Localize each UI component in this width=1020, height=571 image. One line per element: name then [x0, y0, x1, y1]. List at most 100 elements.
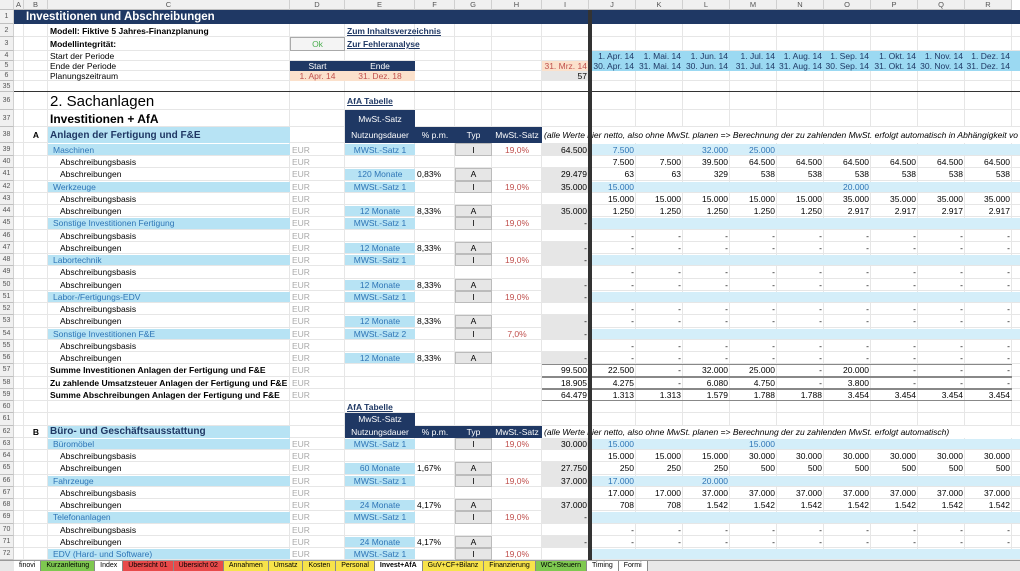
link[interactable]: Zur Fehleranalyse — [347, 39, 420, 49]
asset-name: Sonstige Investitionen Fertigung — [48, 218, 290, 229]
cell: 19,0% — [504, 218, 530, 229]
cell[interactable]: MWSt.-Satz 1 — [345, 475, 415, 486]
cell: EUR — [292, 279, 310, 290]
cell[interactable]: 12 Monate — [345, 206, 415, 217]
gridline — [14, 326, 1020, 328]
link[interactable]: Zum Inhaltsverzeichnis — [347, 25, 441, 36]
cell: 35.000 — [984, 193, 1010, 204]
input-band — [589, 549, 1020, 560]
cell: I — [455, 217, 492, 230]
sheet-tab[interactable]: WC+Steuern — [535, 561, 588, 571]
row-number: 2 — [0, 24, 14, 37]
cell: EUR — [292, 169, 310, 180]
cell: 19,0% — [504, 512, 530, 523]
cell: Abschreibungen — [60, 169, 122, 180]
cell[interactable]: 12 Monate — [345, 279, 415, 290]
cell: 1. Apr. 14 — [598, 51, 634, 61]
column-header: M — [730, 0, 777, 10]
cell: Modellintegrität: — [50, 39, 117, 49]
cell: 1.250 — [800, 206, 822, 217]
cell[interactable]: 24 Monate — [345, 536, 415, 547]
cell[interactable]: 24 Monate — [345, 500, 415, 511]
cell: EUR — [292, 365, 310, 376]
sheet-tab[interactable]: Kosten — [303, 561, 337, 571]
cell: 3.454 — [871, 388, 918, 401]
column-header: A — [14, 0, 24, 10]
cell: 15.000 — [608, 193, 634, 204]
sheet-tab[interactable]: Index — [95, 561, 124, 571]
cell[interactable]: MWSt.-Satz 1 — [345, 218, 415, 229]
sheet-tab[interactable]: Timing — [587, 561, 619, 571]
sheet-tab[interactable]: GuV+CF+Bilanz — [422, 561, 485, 571]
asset-name: Labor-/Fertigungs-EDV — [48, 291, 290, 302]
cell: - — [960, 267, 963, 278]
gridline — [14, 191, 1020, 193]
cell[interactable]: 12 Monate — [345, 316, 415, 327]
cell: 500 — [995, 463, 1010, 474]
cell: 64.500 — [542, 143, 589, 156]
cell: Abschreibungsbasis — [60, 451, 137, 462]
cell: 250 — [619, 463, 634, 474]
sheet-tab[interactable]: Übersicht 02 — [173, 561, 224, 571]
cell: Abschreibungsbasis — [60, 267, 137, 278]
cell[interactable]: MWSt.-Satz 1 — [345, 181, 415, 192]
cell: Ende der Periode — [50, 61, 117, 71]
asset-name: EDV (Hard- und Software) — [48, 549, 290, 560]
cell: 4,17% — [417, 536, 442, 547]
row-number: 52 — [0, 303, 14, 316]
cell: 20.000 — [843, 181, 869, 192]
cell: - — [1007, 267, 1010, 278]
input-band — [589, 144, 1020, 155]
link[interactable]: AfA Tabelle — [347, 402, 393, 413]
sheet-tab[interactable]: Umsatz — [268, 561, 304, 571]
cell[interactable]: MWSt.-Satz 2 — [345, 328, 415, 339]
gridline — [14, 412, 1020, 414]
cell[interactable]: MWSt.-Satz 1 — [345, 512, 415, 523]
gridline — [14, 277, 1020, 279]
cell: 18.905 — [542, 376, 589, 389]
cell: - — [631, 316, 634, 327]
cell[interactable]: 120 Monate — [345, 169, 415, 180]
cell: I — [455, 548, 492, 561]
cell[interactable]: 60 Monate — [345, 463, 415, 474]
cell: - — [631, 230, 634, 241]
cell: 37.000 — [937, 487, 963, 498]
cell[interactable]: 12 Monate — [345, 242, 415, 253]
sheet-tab[interactable]: Kurzanleitung — [41, 561, 96, 571]
note: (alle Werte hier netto, also ohne MwSt. … — [542, 127, 1020, 143]
link[interactable]: AfA Tabelle — [347, 96, 393, 106]
sheet-tab[interactable]: finovi — [14, 561, 42, 571]
row-number: 6 — [0, 71, 14, 81]
cell[interactable]: MWSt.-Satz 1 — [345, 144, 415, 155]
cell[interactable]: MWSt.-Satz 1 — [345, 549, 415, 560]
cell: - — [636, 364, 683, 377]
row-number: 61 — [0, 413, 14, 426]
sheet-tab[interactable]: Invest+AfA — [374, 561, 423, 571]
asset-name: Maschinen — [48, 144, 290, 155]
cell[interactable]: MWSt.-Satz 1 — [345, 255, 415, 266]
cell: - — [913, 316, 916, 327]
cell: 3.454 — [965, 388, 1012, 401]
sheet-tab[interactable]: Übersicht 01 — [123, 561, 174, 571]
cell: 31. Mai. 14 — [638, 61, 681, 71]
cell: - — [913, 242, 916, 253]
column-header: K — [636, 0, 683, 10]
cell: I — [455, 327, 492, 340]
cell: - — [772, 536, 775, 547]
cell: - — [678, 230, 681, 241]
cell: - — [678, 267, 681, 278]
cell[interactable]: MWSt.-Satz 1 — [345, 438, 415, 449]
sheet-tab[interactable]: Finanzierung — [484, 561, 536, 571]
cell: 1.542 — [894, 500, 916, 511]
cell: Abschreibungsbasis — [60, 193, 137, 204]
sheet-tab[interactable]: Personal — [336, 561, 375, 571]
cell[interactable]: 12 Monate — [345, 353, 415, 364]
cell: 64.500 — [984, 157, 1010, 168]
cell: 15.000 — [655, 451, 681, 462]
asset-name: Werkzeuge — [48, 181, 290, 192]
gridline — [14, 363, 1020, 365]
cell[interactable]: MWSt.-Satz 1 — [345, 291, 415, 302]
sheet-tab[interactable]: Annahmen — [223, 561, 269, 571]
cell: - — [678, 536, 681, 547]
sheet-tab[interactable]: Formi — [618, 561, 648, 571]
